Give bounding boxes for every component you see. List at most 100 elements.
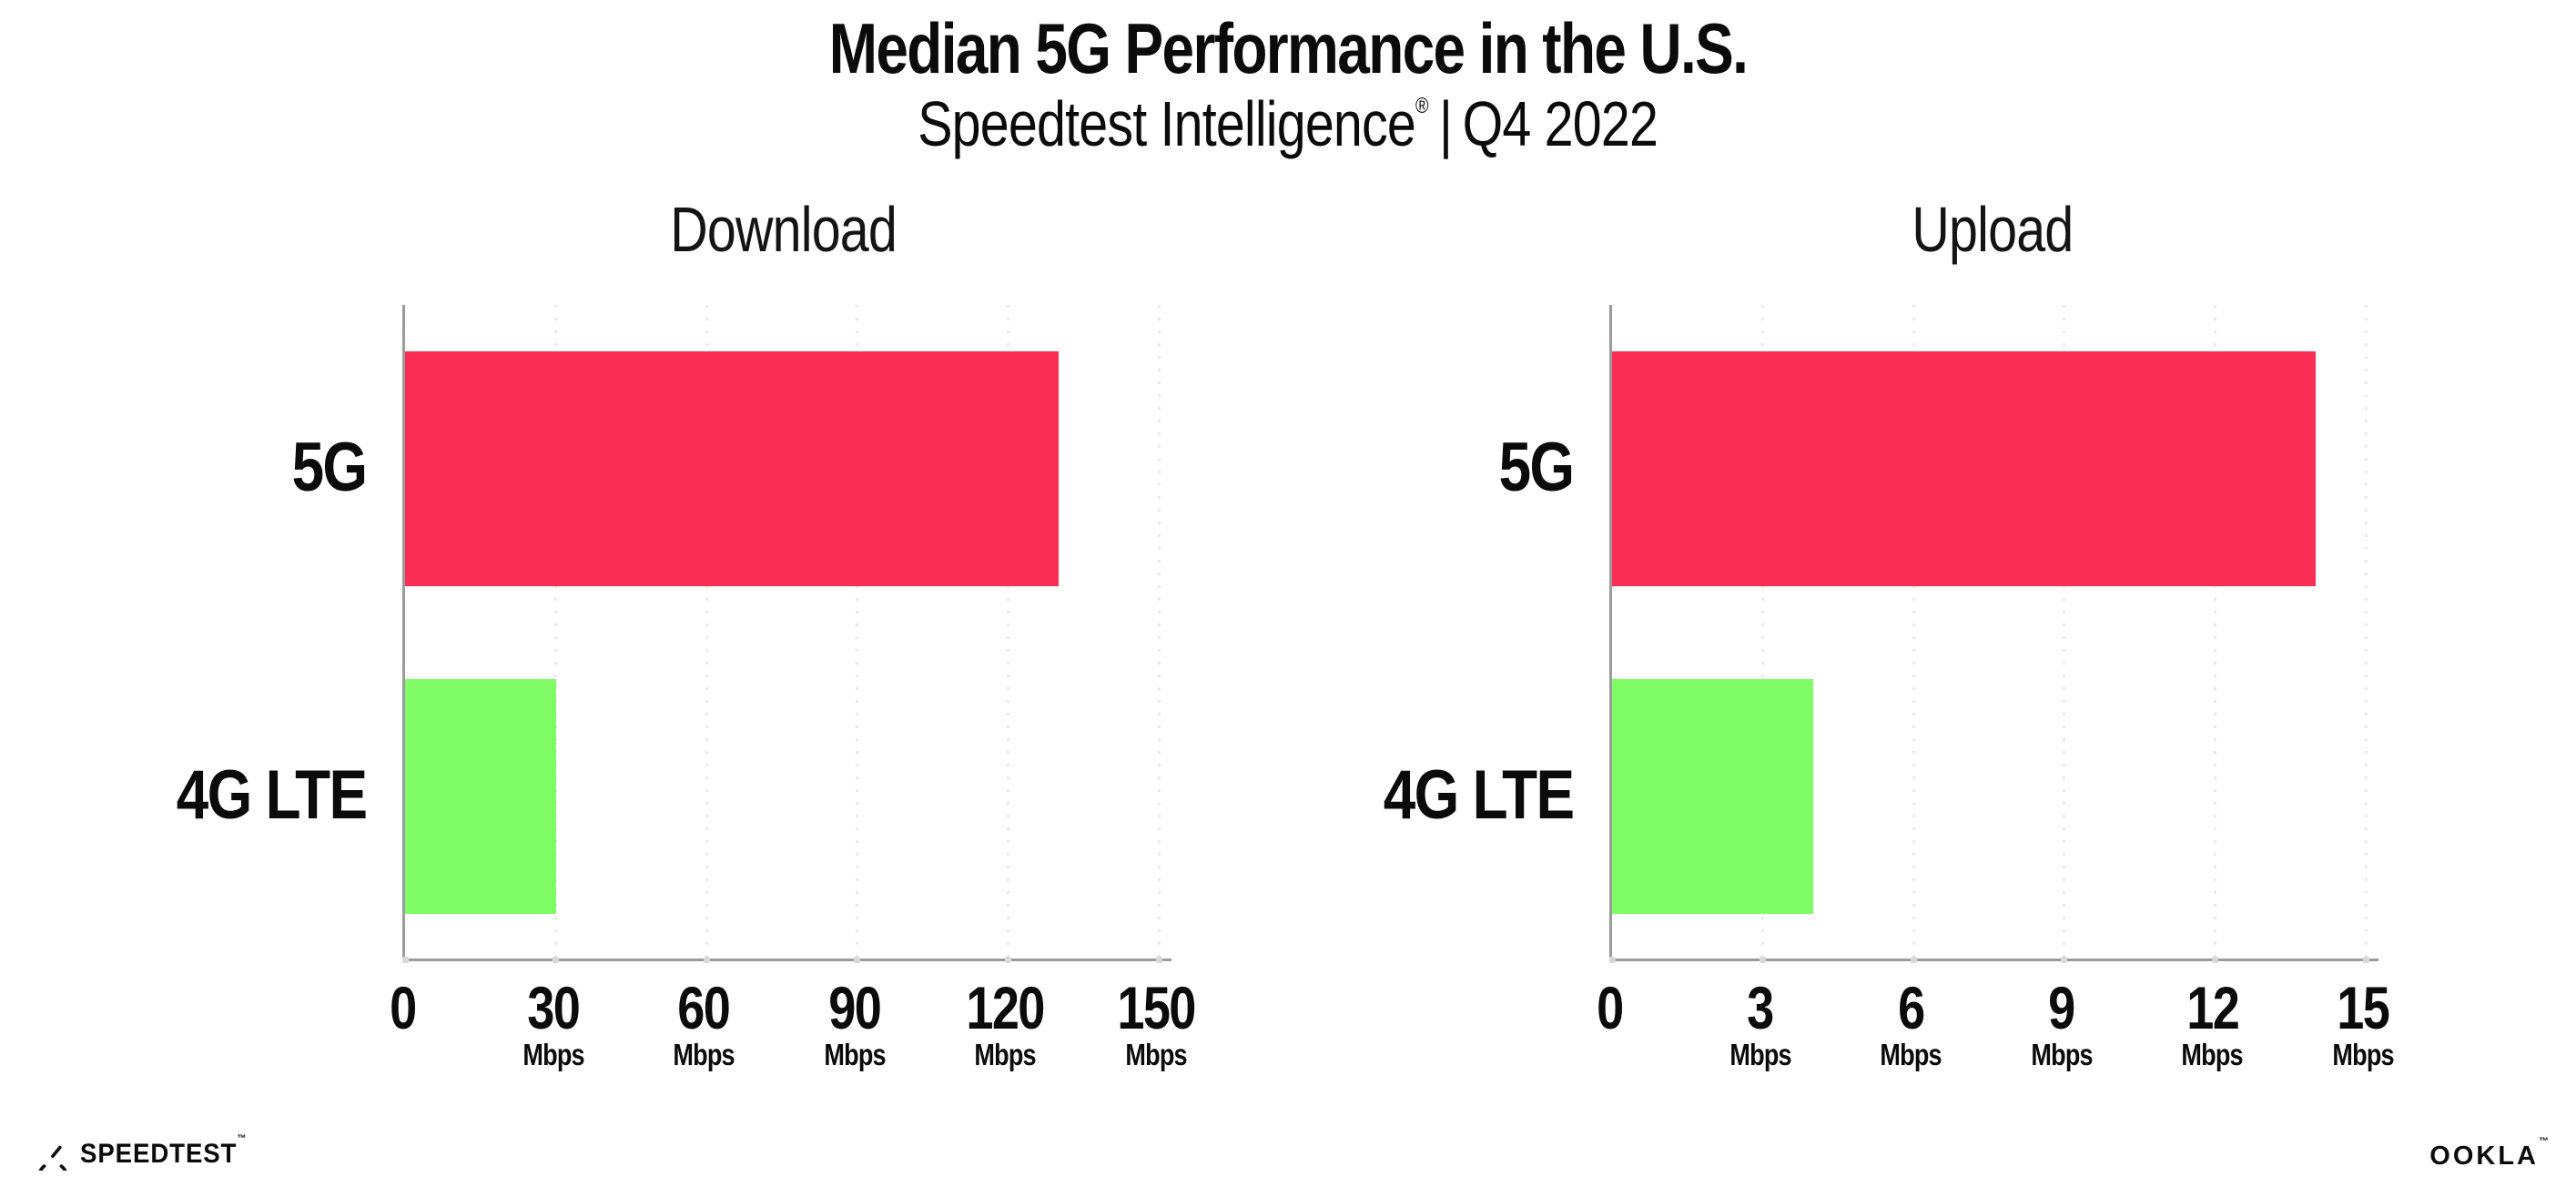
x-tick-label-upload-9: 9 Mbps [1962, 978, 2162, 1070]
x-tick-value-text-download-120: 120 [966, 974, 1046, 1041]
x-tick-value-text-download-90: 90 [828, 974, 882, 1041]
x-tick-unit-upload-9: Mbps [1962, 1040, 2162, 1070]
x-tick-mark-upload-15 [2362, 957, 2369, 963]
x-tick-value-text-upload-3: 3 [1747, 974, 1774, 1041]
x-tick-mark-download-120 [1004, 957, 1011, 963]
speedtest-gauge-icon [38, 1145, 67, 1171]
x-tick-mark-download-30 [553, 957, 560, 963]
x-tick-value-upload-6: 6 [1810, 978, 2011, 1038]
chart-title-text-upload: Upload [1912, 194, 2074, 265]
x-tick-value-download-90: 90 [755, 978, 955, 1038]
category-label-text-upload-5g: 5G [1498, 428, 1574, 506]
category-label-download-5g: 5G [75, 428, 367, 507]
category-label-text-upload-4g-lte: 4G LTE [1383, 756, 1574, 834]
x-tick-unit-download-150: Mbps [1056, 1040, 1256, 1070]
page-subtitle: Speedtest Intelligence® | Q4 2022 [0, 87, 2576, 160]
x-tick-value-text-upload-9: 9 [2048, 974, 2076, 1041]
x-tick-unit-upload-15: Mbps [2263, 1040, 2463, 1070]
x-tick-value-upload-12: 12 [2112, 978, 2312, 1038]
speedtest-wordmark: SPEEDTEST™ [80, 1133, 247, 1170]
chart-title-text-download: Download [670, 194, 898, 265]
ookla-trademark: ™ [2539, 1136, 2549, 1147]
x-tick-unit-upload-3: Mbps [1660, 1040, 1861, 1070]
x-tick-mark-upload-6 [1910, 957, 1917, 963]
x-tick-mark-upload-3 [1760, 957, 1767, 963]
x-tick-mark-download-0 [401, 957, 409, 963]
gridline-upload-6 [1912, 305, 1915, 959]
x-tick-mark-upload-12 [2211, 957, 2218, 963]
x-tick-value-upload-9: 9 [1962, 978, 2162, 1038]
x-tick-unit-text-download-120: Mbps [974, 1038, 1037, 1071]
gridline-download-120 [1006, 305, 1009, 959]
x-tick-label-upload-15: 15 Mbps [2263, 978, 2463, 1070]
x-tick-mark-download-60 [703, 957, 710, 963]
x-tick-value-text-upload-0: 0 [1596, 974, 1624, 1041]
chart-title-download: Download [511, 193, 1057, 266]
x-tick-label-download-150: 150 Mbps [1056, 978, 1256, 1070]
x-tick-label-download-120: 120 Mbps [905, 978, 1105, 1070]
x-tick-label-download-0: 0 [302, 978, 502, 1038]
gridline-upload-12 [2213, 305, 2216, 959]
bar-upload-5g [1612, 351, 2316, 586]
x-tick-unit-text-upload-12: Mbps [2181, 1038, 2244, 1071]
gridline-upload-9 [2063, 305, 2066, 959]
category-label-upload-4g-lte: 4G LTE [1282, 756, 1574, 835]
x-tick-value-download-120: 120 [905, 978, 1105, 1038]
x-tick-value-upload-3: 3 [1660, 978, 1861, 1038]
speedtest-wordmark-text: SPEEDTEST [80, 1139, 238, 1169]
bar-download-5g [405, 351, 1059, 586]
chart-title-upload: Upload [1719, 193, 2266, 266]
bar-download-4g-lte [405, 679, 556, 914]
gridline-download-90 [856, 305, 859, 959]
x-tick-value-download-0: 0 [302, 978, 502, 1038]
x-tick-value-text-upload-6: 6 [1897, 974, 1925, 1041]
x-tick-unit-download-60: Mbps [603, 1040, 804, 1070]
category-label-upload-5g: 5G [1282, 428, 1574, 507]
x-tick-value-text-download-0: 0 [389, 974, 417, 1041]
x-tick-mark-download-90 [854, 957, 861, 963]
x-tick-unit-text-download-30: Mbps [522, 1038, 584, 1071]
ookla-logo: OOKLA™ [2429, 1136, 2549, 1172]
page-title: Median 5G Performance in the U.S. [0, 7, 2576, 90]
x-tick-value-text-upload-15: 15 [2337, 974, 2391, 1041]
plot-area-upload [1608, 305, 2378, 963]
bar-upload-4g-lte [1612, 679, 1813, 914]
ookla-wordmark: OOKLA [2429, 1141, 2539, 1171]
x-tick-value-text-download-60: 60 [677, 974, 732, 1041]
x-tick-value-download-30: 30 [453, 978, 654, 1038]
x-tick-unit-download-30: Mbps [453, 1040, 654, 1070]
x-tick-label-upload-12: 12 Mbps [2112, 978, 2312, 1070]
x-tick-label-download-30: 30 Mbps [453, 978, 654, 1070]
page-subtitle-text: Speedtest Intelligence® | Q4 2022 [918, 87, 1659, 160]
x-tick-unit-download-120: Mbps [905, 1040, 1105, 1070]
x-tick-mark-upload-0 [1608, 957, 1616, 963]
x-tick-label-upload-6: 6 Mbps [1810, 978, 2011, 1070]
gridline-download-30 [554, 305, 558, 959]
x-tick-unit-text-download-60: Mbps [673, 1038, 735, 1071]
x-tick-value-text-download-30: 30 [527, 974, 581, 1041]
subtitle-separator: | [1439, 88, 1453, 159]
category-label-text-download-4g-lte: 4G LTE [176, 756, 367, 834]
gridline-download-150 [1157, 305, 1161, 959]
x-tick-value-upload-15: 15 [2263, 978, 2463, 1038]
x-tick-mark-download-150 [1155, 957, 1162, 963]
x-tick-value-text-download-150: 150 [1117, 974, 1196, 1041]
x-tick-unit-upload-6: Mbps [1810, 1040, 2011, 1070]
x-tick-unit-text-upload-9: Mbps [2031, 1038, 2093, 1071]
category-label-text-download-5g: 5G [291, 428, 367, 506]
x-tick-value-download-150: 150 [1056, 978, 1256, 1038]
subtitle-period: Q4 2022 [1462, 88, 1658, 159]
page-title-text: Median 5G Performance in the U.S. [828, 8, 1749, 88]
plot-area-download [401, 305, 1171, 963]
x-tick-unit-upload-12: Mbps [2112, 1040, 2312, 1070]
x-tick-mark-upload-9 [2061, 957, 2068, 963]
gridline-upload-3 [1761, 305, 1765, 959]
speedtest-logo: SPEEDTEST™ [36, 1133, 260, 1172]
x-tick-value-download-60: 60 [603, 978, 804, 1038]
x-tick-unit-text-download-90: Mbps [824, 1038, 886, 1071]
x-tick-label-download-60: 60 Mbps [603, 978, 804, 1070]
category-label-download-4g-lte: 4G LTE [75, 756, 367, 835]
